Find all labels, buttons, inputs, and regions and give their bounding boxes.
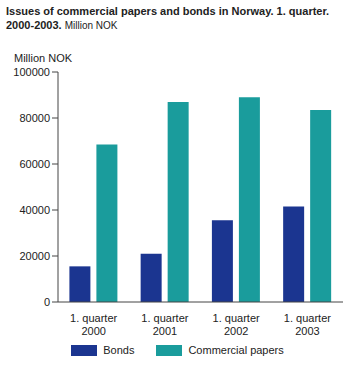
html-text:Million NOK: Million NOK <box>14 52 73 64</box>
svg-text:40000: 40000 <box>19 204 50 216</box>
svg-text:1. quarter2001: 1. quarter2001 <box>141 312 188 337</box>
svg-text:1. quarter2002: 1. quarter2002 <box>213 312 260 337</box>
html-text:Issues of commercial papers an: Issues of commercial papers and bonds in… <box>6 5 330 31</box>
html-text:Bonds: Bonds <box>103 344 135 356</box>
svg-text:0: 0 <box>44 296 50 308</box>
html-text:Commercial papers: Commercial papers <box>188 344 284 356</box>
svg-text:20000: 20000 <box>19 250 50 262</box>
svg-text:1. quarter2000: 1. quarter2000 <box>70 312 117 337</box>
svg-text:80000: 80000 <box>19 112 50 124</box>
svg-text:1. quarter2003: 1. quarter2003 <box>284 312 331 337</box>
svg-text:100000: 100000 <box>13 66 50 78</box>
svg-text:60000: 60000 <box>19 158 50 170</box>
